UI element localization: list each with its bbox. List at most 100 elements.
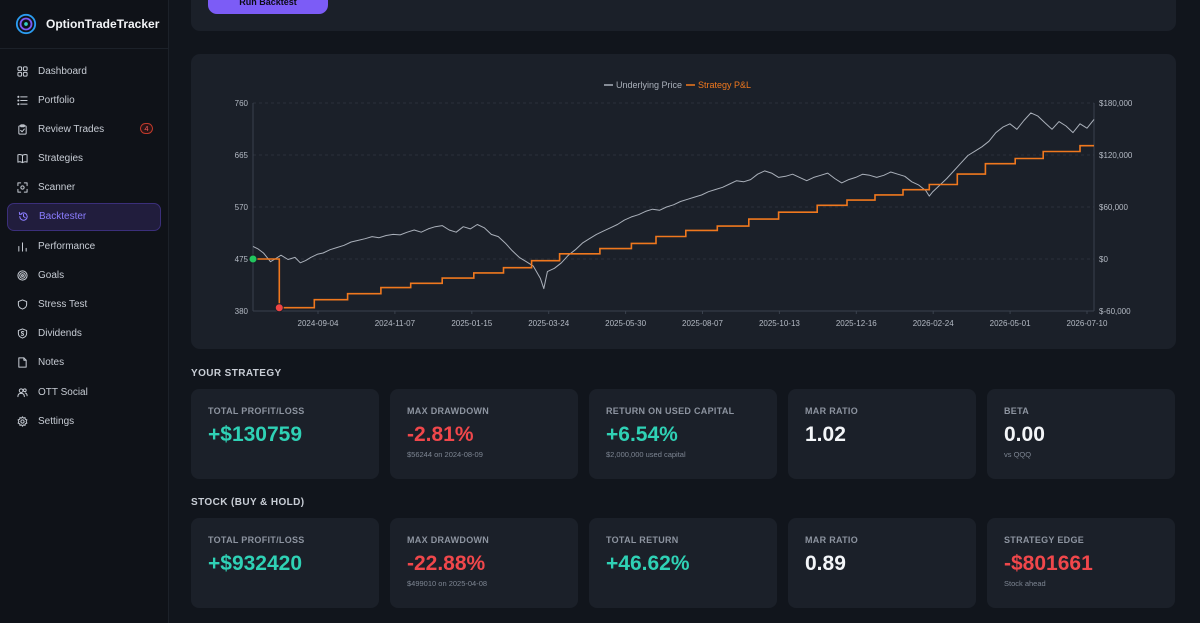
stat-value: -$801661 — [1004, 552, 1093, 575]
stat-label: RETURN ON USED CAPITAL — [606, 406, 735, 416]
scan-icon — [17, 182, 28, 193]
stat-label: MAX DRAWDOWN — [407, 406, 490, 416]
backtest-controls-card: Run Backtest — [191, 0, 1176, 31]
sidebar-item-settings[interactable]: Settings — [7, 407, 161, 435]
stock-mar-ratio-card: MAR RATIO 0.89 — [788, 518, 976, 608]
file-icon — [17, 357, 28, 368]
strategy-total-profit-loss-card: TOTAL PROFIT/LOSS +$130759 — [191, 389, 379, 479]
dashboard-icon — [17, 65, 28, 77]
strategy-return-on-used-capital-card: RETURN ON USED CAPITAL +6.54% $2,000,000 u… — [589, 389, 777, 479]
book-icon — [17, 153, 28, 164]
sidebar-item-label: OTT Social — [38, 386, 88, 398]
sidebar-item-dividends[interactable]: Dividends — [7, 320, 161, 348]
series-strategy-pnl — [253, 144, 1094, 309]
stat-label: TOTAL PROFIT/LOSS — [208, 535, 305, 545]
stat-label: BETA — [1004, 406, 1030, 416]
sidebar-item-label: Goals — [38, 269, 65, 281]
sidebar-item-strategies[interactable]: Strategies — [7, 145, 161, 173]
stat-subtext: $2,000,000 used capital — [606, 450, 686, 459]
stat-subtext: Stock ahead — [1004, 579, 1046, 588]
stock-total-return-card: TOTAL RETURN +46.62% — [589, 518, 777, 608]
sidebar-item-label: Scanner — [38, 182, 76, 194]
sidebar-item-backtester[interactable]: Backtester — [7, 202, 161, 231]
gear-icon — [17, 415, 28, 427]
sidebar-item-label: Portfolio — [38, 94, 75, 106]
clipboard-icon — [17, 124, 28, 135]
strategy-mar-ratio-card: MAR RATIO 1.02 — [788, 389, 976, 479]
x-tick-label: 2025-05-30 — [605, 319, 646, 328]
y-right-tick-label: $120,000 — [1099, 151, 1133, 160]
start-marker — [248, 254, 258, 264]
x-tick-label: 2026-07-10 — [1067, 319, 1108, 328]
stat-label: STRATEGY EDGE — [1004, 535, 1085, 545]
sidebar-item-label: Dividends — [38, 328, 82, 340]
main-content: Run Backtest 760 665 570 475 380 $180,000 $120… — [170, 0, 1200, 623]
series-underlying-price — [252, 112, 1095, 290]
stock-stats: TOTAL PROFIT/LOSS +$932420 MAX DRAWDOWN -22… — [191, 518, 1176, 608]
x-tick-label: 2024-09-04 — [298, 319, 339, 328]
y-left-tick-label: 570 — [235, 203, 249, 212]
x-tick-label: 2026-05-01 — [990, 319, 1031, 328]
sidebar-item-label: Stress Test — [38, 299, 88, 310]
sidebar-item-label: Performance — [38, 240, 96, 252]
stat-value: +$130759 — [208, 423, 303, 446]
chart-card: 760 665 570 475 380 $180,000 $120,000 $60,000 $0… — [191, 54, 1176, 349]
y-left-tick-label: 475 — [235, 255, 249, 264]
sidebar-item-performance[interactable]: Performance — [7, 232, 161, 260]
sidebar-item-notes[interactable]: Notes — [7, 349, 161, 377]
legend-label: Strategy P&L — [698, 80, 751, 90]
stock-total-profit-loss-card: TOTAL PROFIT/LOSS +$932420 — [191, 518, 379, 608]
sidebar-item-label: Review Trades — [38, 123, 105, 135]
bar-chart-icon — [17, 241, 28, 252]
stat-subtext: $56244 on 2024-08-09 — [407, 450, 483, 459]
sidebar-item-portfolio[interactable]: Portfolio — [7, 86, 161, 114]
sidebar-item-label: Settings — [38, 415, 75, 427]
brand[interactable]: OptionTradeTracker — [0, 0, 168, 49]
stock-max-drawdown-card: MAX DRAWDOWN -22.88% $499010 on 2025-04-08 — [390, 518, 578, 608]
stock-section-title: STOCK (BUY & HOLD) — [191, 497, 305, 508]
y-right-tick-label: $0 — [1099, 255, 1108, 264]
x-tick-label: 2024-11-07 — [375, 319, 416, 328]
strategy-max-drawdown-card: MAX DRAWDOWN -2.81% $56244 on 2024-08-09 — [390, 389, 578, 479]
sidebar: OptionTradeTracker Dashboard Portfolio Rev… — [0, 0, 169, 623]
strategy-section-title: YOUR STRATEGY — [191, 368, 282, 379]
x-tick-label: 2026-02-24 — [913, 319, 954, 328]
stat-subtext: vs QQQ — [1004, 450, 1032, 459]
x-tick-label: 2025-03-24 — [528, 319, 569, 328]
stat-value: 1.02 — [805, 423, 846, 446]
y-right-tick-label: $180,000 — [1099, 99, 1133, 108]
sidebar-item-label: Dashboard — [38, 65, 87, 77]
stat-value: -2.81% — [407, 423, 474, 446]
y-left-tick-label: 665 — [235, 151, 249, 160]
stock-strategy-edge-card: STRATEGY EDGE -$801661 Stock ahead — [987, 518, 1175, 608]
max-drawdown-marker — [274, 303, 284, 313]
sidebar-item-stress-test[interactable]: Stress Test — [7, 291, 161, 319]
sidebar-item-label: Backtester — [39, 211, 87, 223]
review-count-badge: 4 — [140, 123, 153, 135]
y-right-tick-label: $-60,000 — [1099, 307, 1131, 316]
stat-value: +$932420 — [208, 552, 303, 575]
run-backtest-button[interactable]: Run Backtest — [208, 0, 328, 14]
y-right-tick-label: $60,000 — [1099, 203, 1128, 212]
sidebar-item-dashboard[interactable]: Dashboard — [7, 57, 161, 85]
stat-label: MAR RATIO — [805, 535, 859, 545]
history-icon — [18, 211, 29, 222]
app-name: OptionTradeTracker — [46, 17, 160, 31]
sidebar-item-scanner[interactable]: Scanner — [7, 174, 161, 202]
sidebar-item-review-trades[interactable]: Review Trades 4 — [7, 115, 161, 143]
y-left-tick-label: 760 — [235, 99, 249, 108]
x-tick-label: 2025-10-13 — [759, 319, 800, 328]
stat-value: 0.00 — [1004, 423, 1045, 446]
stat-subtext: $499010 on 2025-04-08 — [407, 579, 488, 588]
strategy-beta-card: BETA 0.00 vs QQQ — [987, 389, 1175, 479]
sidebar-item-goals[interactable]: Goals — [7, 261, 161, 289]
legend-label: Underlying Price — [616, 80, 682, 90]
y-left-tick-label: 380 — [235, 307, 249, 316]
shield-icon — [17, 299, 28, 310]
stat-label: TOTAL PROFIT/LOSS — [208, 406, 305, 416]
stat-value: +6.54% — [606, 423, 678, 446]
list-icon — [17, 95, 28, 106]
logo-icon — [15, 13, 37, 35]
strategy-stats: TOTAL PROFIT/LOSS +$130759 MAX DRAWDOWN -2.… — [191, 389, 1176, 479]
sidebar-item-ott-social[interactable]: OTT Social — [7, 378, 161, 406]
